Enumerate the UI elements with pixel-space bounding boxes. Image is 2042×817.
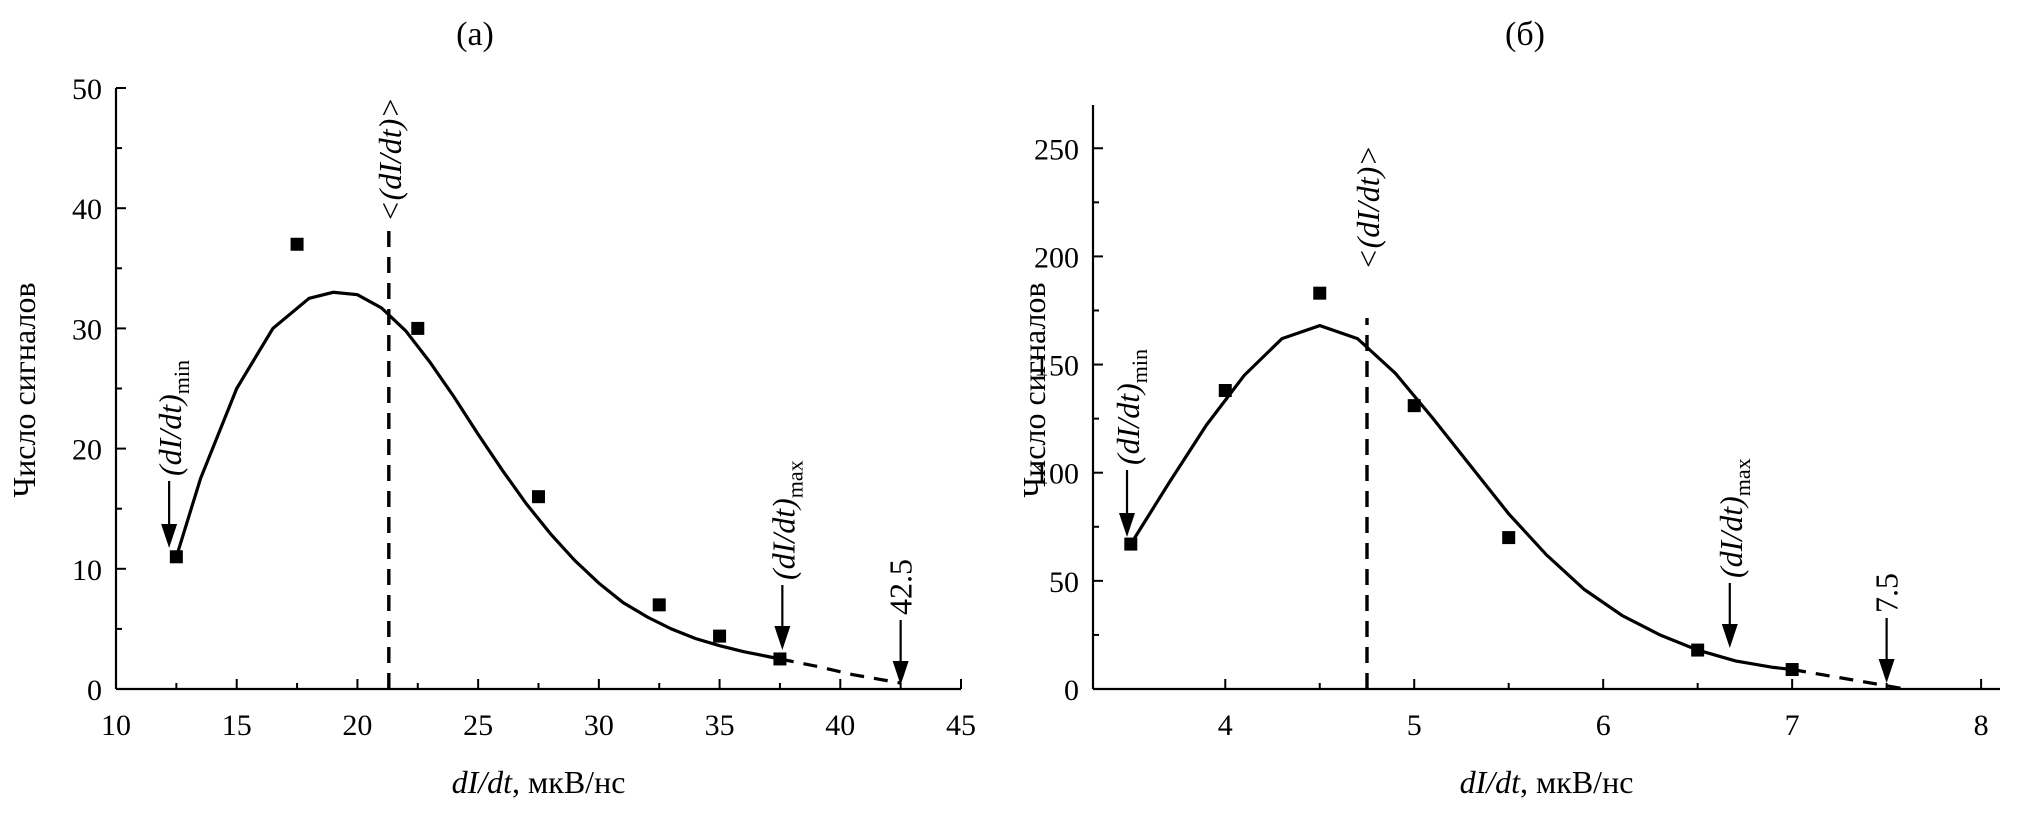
data-point: [713, 629, 727, 643]
min-label-sub: min: [169, 360, 194, 394]
x-tick-label: 45: [946, 709, 976, 742]
end-arrow-head: [1878, 659, 1895, 683]
x-tick-label: 35: [705, 709, 735, 742]
max-label-main: (dI/dt): [1713, 496, 1749, 578]
max-arrow-head: [1721, 624, 1738, 648]
y-tick-label: 100: [1034, 458, 1079, 491]
x-axis-title-var: dI/dt: [452, 764, 514, 800]
end-label: 7.5: [1869, 573, 1905, 613]
x-tick-label: 4: [1218, 709, 1233, 742]
x-tick-label: 40: [825, 709, 855, 742]
panel-label: (а): [456, 16, 494, 53]
max-label-main: (dI/dt): [765, 498, 801, 580]
data-point: [169, 550, 183, 564]
data-point: [652, 598, 666, 612]
data-point: [1691, 643, 1705, 657]
data-point: [290, 237, 304, 251]
end-arrow-head: [892, 661, 909, 685]
chart-panel-2: (б) 4 5 6 7 8 0 50 100 150 200 250 Число сигналов dI/…: [1016, 16, 2000, 800]
panel-label: (б): [1505, 16, 1545, 53]
x-tick-label: 20: [342, 709, 372, 742]
fit-curve: [1129, 323, 1793, 672]
min-label: (dI/dt)min: [152, 360, 194, 476]
data-point: [1502, 531, 1516, 545]
x-axis-title-unit: , мкВ/нс: [1520, 764, 1633, 800]
y-tick-label: 200: [1034, 241, 1079, 274]
max-label-sub: max: [782, 460, 807, 498]
y-axis-title: Число сигналов: [6, 282, 42, 497]
x-tick-label: 6: [1596, 709, 1611, 742]
fit-curve: [174, 290, 781, 661]
extrapolation-curve: [1791, 667, 1906, 691]
x-tick-label: 10: [101, 709, 131, 742]
extrapolation-curve: [779, 657, 901, 685]
y-axis-title: Число сигналов: [1016, 282, 1052, 497]
data-point: [411, 321, 425, 335]
data-point: [1218, 384, 1232, 398]
max-label-sub: max: [1730, 458, 1755, 496]
data-point: [1407, 399, 1421, 413]
x-axis-title-var: dI/dt: [1460, 764, 1522, 800]
mean-label: <(dI/dt)>: [1350, 145, 1386, 270]
min-arrow-head: [1119, 513, 1136, 537]
x-tick-label: 7: [1785, 709, 1800, 742]
data-point: [1313, 286, 1327, 300]
x-axis-title-unit: , мкВ/нс: [512, 764, 625, 800]
min-label-main: (dI/dt): [152, 394, 188, 476]
x-tick-label: 8: [1974, 709, 1989, 742]
x-axis-title: dI/dt, мкВ/нс: [452, 764, 626, 800]
y-tick-label: 150: [1034, 350, 1079, 383]
x-tick-label: 15: [222, 709, 252, 742]
x-tick-label: 5: [1407, 709, 1422, 742]
y-tick-label: 10: [72, 554, 102, 587]
y-tick-label: 40: [72, 193, 102, 226]
y-tick-label: 0: [1064, 674, 1079, 707]
max-label: (dI/dt)max: [765, 460, 807, 580]
x-tick-label: 25: [463, 709, 493, 742]
y-tick-label: 30: [72, 313, 102, 346]
min-label-main: (dI/dt): [1110, 383, 1146, 465]
y-tick-label: 250: [1034, 133, 1079, 166]
min-label: (dI/dt)min: [1110, 349, 1152, 465]
x-tick-label: 30: [584, 709, 614, 742]
y-tick-label: 20: [72, 434, 102, 467]
y-tick-label: 50: [72, 73, 102, 106]
min-arrow-head: [161, 524, 178, 548]
max-label: (dI/dt)max: [1713, 458, 1755, 578]
data-point: [1124, 537, 1138, 551]
y-tick-label: 50: [1049, 566, 1079, 599]
max-arrow-head: [774, 626, 791, 650]
data-point: [1785, 663, 1799, 677]
end-label: 42.5: [883, 559, 919, 615]
y-tick-label: 0: [87, 674, 102, 707]
mean-label: <(dI/dt)>: [372, 97, 408, 222]
data-point: [773, 652, 787, 666]
data-point: [532, 490, 545, 504]
min-label-sub: min: [1127, 349, 1152, 383]
x-axis-title: dI/dt, мкВ/нс: [1460, 764, 1634, 800]
